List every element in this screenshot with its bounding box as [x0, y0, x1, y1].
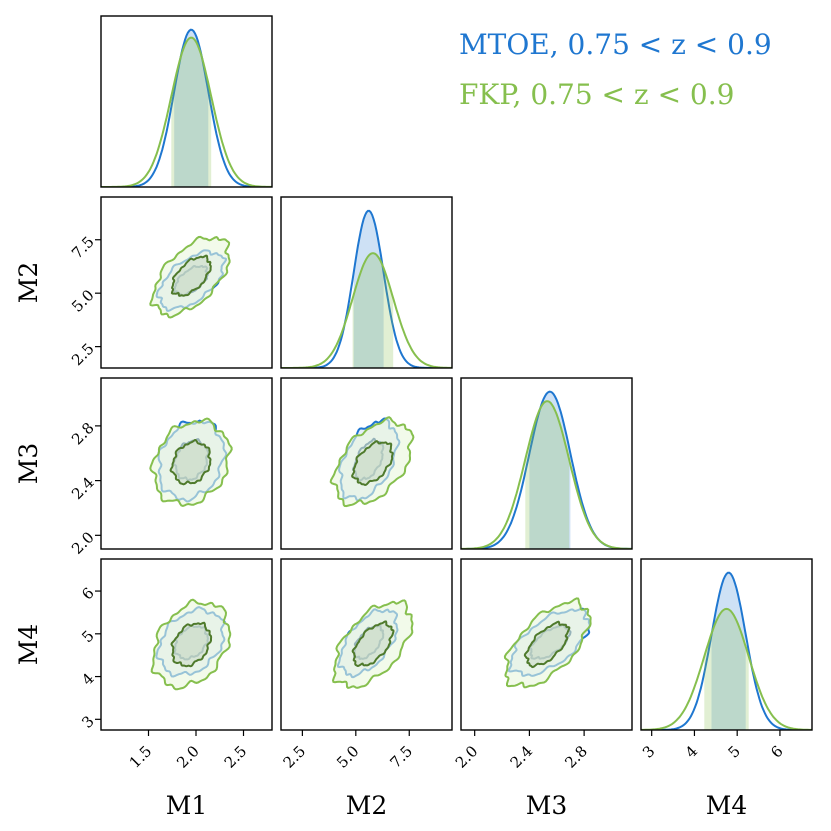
x-axis-label-m1: M1: [166, 791, 208, 820]
panel-frame: [100, 377, 273, 550]
marginal-curve-m4-1: [641, 607, 812, 730]
contour-m1-m4-1-1sigma: [170, 621, 213, 668]
y-axis-label-m4: M4: [14, 624, 43, 666]
y-tick-label-m4: 4: [78, 669, 97, 688]
x-tick-label-m2: 5.0: [333, 742, 363, 772]
panel-m1-m2: 2.5 5.0 7.5 M2: [14, 196, 273, 370]
legend-entry-mtoe: MTOE, 0.75 < z < 0.9: [459, 28, 772, 61]
x-tick-label-m4: 5: [725, 742, 744, 761]
panel-frame: [100, 15, 273, 188]
marginal-interval-m1-0: [174, 29, 209, 187]
marginal-interval-m4-1: [704, 608, 749, 730]
marginal-curve-m2-1: [281, 252, 452, 368]
panel-m2-m3: [280, 377, 453, 550]
contour-m1-m3-1-1sigma: [169, 438, 212, 486]
y-axis-label-m2: M2: [14, 262, 43, 304]
marginal-interval-m3-0: [529, 391, 571, 549]
panel-frame: [640, 558, 813, 731]
x-tick-label-m2: 7.5: [386, 742, 416, 772]
marginal-interval-m4-0: [711, 572, 746, 730]
x-tick-label-m3: 2.0: [452, 742, 482, 772]
legend-entry-fkp: FKP, 0.75 < z < 0.9: [459, 78, 734, 111]
panel-m2-m4: 2.5 5.0 7.5 M2: [280, 558, 453, 820]
marginal-curve-m1-1: [101, 36, 272, 187]
x-tick-label-m1: 2.0: [173, 742, 203, 772]
y-tick-label-m2: 2.5: [68, 340, 98, 370]
x-axis-label-m3: M3: [526, 791, 568, 820]
contour-m2-m3-1-1sigma: [351, 440, 394, 487]
marginal-interval-m1-1: [171, 37, 212, 187]
contour-m2-m4-1-1sigma: [351, 620, 395, 668]
panel-m1-m3: 2.0 2.4 2.8 M3: [14, 377, 273, 558]
x-axis-label-m2: M2: [346, 791, 388, 820]
x-tick-label-m4: 3: [639, 742, 658, 761]
marginal-interval-m2-1: [352, 253, 394, 368]
panel-frame: [460, 558, 633, 731]
panel-m4-m4: 3 4 5 6 M4: [639, 558, 813, 820]
x-tick-label-m1: 2.5: [221, 742, 251, 772]
y-axis-label-m3: M3: [14, 443, 43, 485]
y-tick-label-m3: 2.8: [68, 419, 98, 449]
panel-frame: [460, 377, 633, 550]
legend: MTOE, 0.75 < z < 0.9 FKP, 0.75 < z < 0.9: [459, 28, 772, 111]
marginal-curve-m3-1: [461, 400, 632, 549]
panel-frame: [100, 558, 273, 731]
y-tick-label-m2: 5.0: [68, 286, 98, 316]
marginal-interval-m3-1: [525, 401, 570, 549]
panel-m2-m2: [280, 196, 453, 369]
panel-frame: [280, 196, 453, 369]
y-tick-label-m3: 2.4: [68, 474, 98, 504]
x-tick-label-m1: 1.5: [126, 742, 156, 772]
x-tick-label-m4: 4: [682, 742, 701, 761]
x-tick-label-m3: 2.8: [561, 742, 591, 772]
panel-frame: [280, 558, 453, 731]
marginal-interval-m2-0: [353, 210, 384, 368]
panel-m1-m1: [100, 15, 273, 188]
panel-m3-m4: 2.0 2.4 2.8 M3: [452, 558, 633, 820]
panel-frame: [280, 377, 453, 550]
contour-m3-m4-1-1sigma: [523, 620, 571, 669]
y-tick-label-m4: 6: [78, 584, 97, 603]
x-tick-label-m3: 2.4: [507, 742, 537, 772]
panel-m3-m3: [460, 377, 633, 550]
x-axis-label-m4: M4: [706, 791, 748, 820]
panel-m1-m4: 1.5 2.0 2.5 M1 3 4 5 6 M4: [14, 558, 273, 820]
y-tick-label-m4: 3: [78, 712, 97, 731]
y-tick-label-m4: 5: [78, 627, 97, 646]
panel-frame: [100, 196, 273, 369]
contour-m1-m2-1-1sigma: [170, 254, 212, 297]
y-tick-label-m2: 7.5: [68, 233, 98, 263]
x-tick-label-m2: 2.5: [280, 742, 310, 772]
x-tick-label-m4: 6: [767, 742, 786, 761]
y-tick-label-m3: 2.0: [68, 528, 98, 558]
